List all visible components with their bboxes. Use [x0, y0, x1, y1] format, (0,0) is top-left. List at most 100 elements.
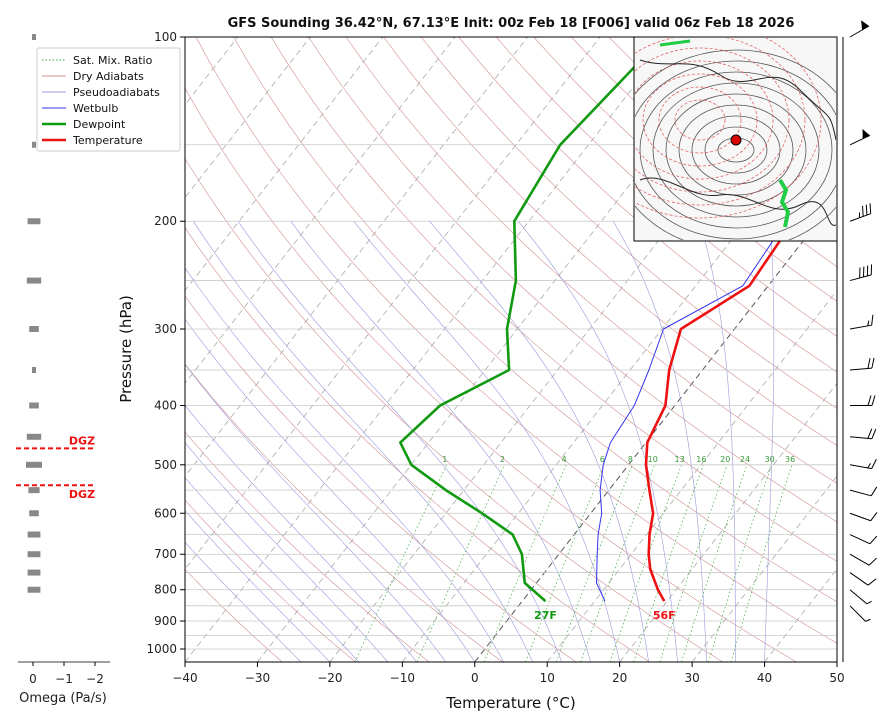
- pseudoadiabat: [185, 477, 360, 662]
- mixing-ratio-label: 16: [696, 455, 706, 464]
- precip-area: [778, 178, 791, 228]
- y-tick-label: 1000: [146, 642, 177, 656]
- x-tick-label: −30: [245, 671, 270, 685]
- wind-barb: [849, 314, 874, 330]
- mixing-ratio-label: 6: [600, 455, 605, 464]
- pseudoadiabat: [185, 404, 418, 662]
- x-tick-label: 30: [684, 671, 699, 685]
- pseudoadiabat: [290, 221, 591, 662]
- wind-barb: [849, 459, 877, 470]
- omega-bar: [27, 569, 41, 576]
- pseudoadiabat: [185, 267, 505, 662]
- y-axis: 100 200 300 400 500 600 700 800 900 1000: [146, 30, 185, 656]
- mixing-ratio-line: [633, 464, 704, 662]
- dry-adiabat: [533, 37, 837, 302]
- dry-adiabat: [233, 37, 837, 603]
- x-axis: −40 −30 −20 −10 0 10 20 30 40 50: [172, 662, 845, 685]
- thickness-contour: [635, 60, 774, 180]
- pseudoadiabat: [699, 221, 736, 662]
- y-tick-label: 300: [154, 322, 177, 336]
- omega-bar: [27, 218, 41, 225]
- wind-barb: [849, 486, 878, 497]
- omega-bar: [27, 551, 41, 558]
- chart-title: GFS Sounding 36.42°N, 67.13°E Init: 00z …: [228, 16, 795, 31]
- x-axis-label: Temperature (°C): [445, 694, 575, 712]
- pseudoadiabat: [193, 221, 533, 662]
- mixing-ratio-label: 2: [500, 455, 505, 464]
- coastline: [639, 59, 836, 141]
- isotherm: [619, 382, 837, 662]
- legend-entry: Wetbulb: [73, 102, 118, 115]
- dry-adiabat: [308, 37, 837, 523]
- pressure-contour: [639, 71, 833, 229]
- dgz-label: DGZ: [69, 488, 95, 501]
- wetbulb-line: [596, 132, 837, 602]
- dry-adiabat: [185, 431, 430, 662]
- mixing-ratio-line: [681, 464, 748, 662]
- thickness-contour: [674, 99, 726, 141]
- legend-entry: Sat. Mix. Ratio: [73, 54, 153, 67]
- legend-entry: Pseudoadiabats: [73, 86, 160, 99]
- dry-adiabat: [458, 37, 837, 373]
- wind-barb: [849, 357, 875, 371]
- pseudoadiabat: [764, 221, 775, 662]
- pressure-contour: [635, 49, 836, 240]
- omega-bar: [27, 586, 41, 593]
- y-tick-label: 800: [154, 583, 177, 597]
- thickness-contour: [635, 38, 822, 219]
- pseudoadiabat: [353, 221, 620, 662]
- mixing-ratio-labels: 1 2 4 6 8 10 13 16 20 24 30 36: [442, 455, 795, 464]
- omega-bar: [32, 141, 36, 148]
- isotherm: [185, 37, 601, 570]
- omega-bar: [32, 34, 36, 40]
- isotherm: [474, 196, 837, 662]
- x-tick-label: −10: [390, 671, 415, 685]
- omega-bar: [29, 510, 39, 517]
- omega-tick-label: −2: [86, 672, 104, 686]
- thickness-contour: [635, 47, 790, 193]
- dry-adiabat: [345, 37, 837, 484]
- dry-adiabat: [185, 568, 283, 662]
- x-tick-label: −20: [317, 671, 342, 685]
- x-tick-label: 20: [612, 671, 627, 685]
- mixing-ratio-label: 24: [740, 455, 750, 464]
- dry-adiabat: [185, 227, 650, 662]
- pressure-contour: [652, 82, 820, 218]
- isotherm: [836, 661, 837, 662]
- omega-bar: [28, 487, 40, 494]
- mixing-ratio-line: [730, 464, 793, 662]
- legend-entry: Dewpoint: [73, 118, 126, 131]
- mixing-ratio-label: 36: [785, 455, 795, 464]
- dry-adiabat: [270, 37, 837, 562]
- y-tick-label: 400: [154, 398, 177, 412]
- map-contours: [635, 38, 836, 240]
- wind-barb: [849, 605, 871, 622]
- isotherm: [185, 37, 311, 199]
- dry-adiabat: [185, 499, 356, 662]
- dry-adiabat: [195, 37, 837, 644]
- pressure-contour: [691, 115, 781, 185]
- wind-barb: [849, 512, 878, 522]
- omega-bar: [26, 277, 42, 284]
- wind-barb: [849, 572, 877, 586]
- omega-bar: [32, 366, 36, 373]
- omega-tick-label: 0: [29, 672, 37, 686]
- dgz-label: DGZ: [69, 434, 95, 447]
- mixing-ratio-label: 1: [442, 455, 447, 464]
- pressure-contour: [704, 126, 768, 174]
- pressure-contour: [665, 93, 807, 207]
- dry-adiabat: [185, 363, 503, 662]
- omega-bar: [29, 326, 39, 333]
- pseudoadiabat: [185, 318, 476, 662]
- omega-tick-label: −1: [55, 672, 73, 686]
- dewpoint-surface-label: 27F: [534, 609, 557, 622]
- mixing-ratio-label: 30: [765, 455, 775, 464]
- y-tick-label: 900: [154, 614, 177, 628]
- y-tick-label: 100: [154, 30, 177, 44]
- pseudoadiabat: [237, 221, 562, 662]
- thickness-contour: [658, 86, 742, 154]
- dry-adiabat: [495, 37, 837, 337]
- legend: Sat. Mix. Ratio Dry Adiabats Pseudoadiabat…: [36, 47, 181, 152]
- mixing-ratio-label: 20: [720, 455, 730, 464]
